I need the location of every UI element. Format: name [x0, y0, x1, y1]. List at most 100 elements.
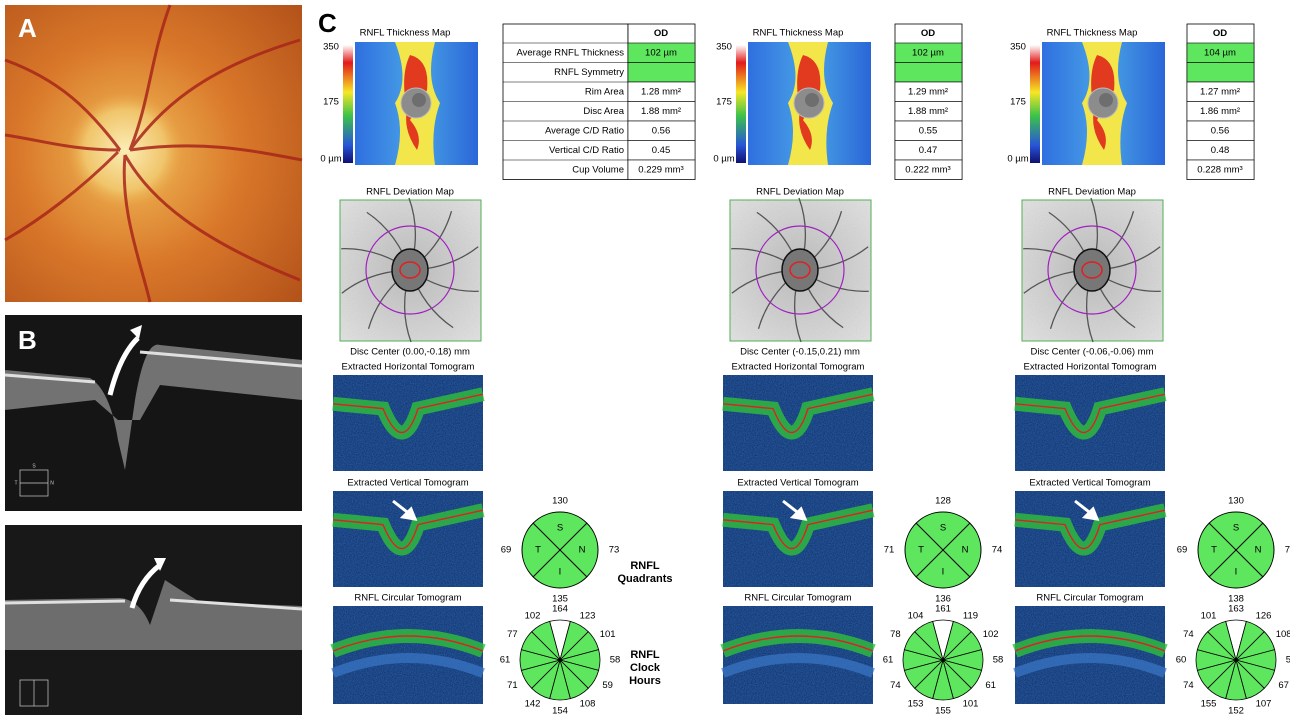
label: 0 µm — [713, 154, 734, 165]
label: S — [1233, 523, 1239, 534]
clock-value: 101 — [600, 629, 616, 640]
label: 0.222 mm³ — [905, 164, 950, 175]
clock-value: 101 — [963, 699, 979, 710]
clock-value: 155 — [935, 706, 951, 717]
quadrant-value: 130 — [552, 496, 568, 507]
scans: Average RNFL Thickness RNFL Symmetry Rim A… — [320, 24, 1290, 717]
quadrant-value: 73 — [609, 545, 620, 556]
clock-value: 58 — [1286, 655, 1290, 666]
label: Quadrants — [617, 573, 672, 585]
label: Extracted Horizontal Tomogram — [1024, 362, 1157, 373]
label: 0.45 — [652, 145, 671, 156]
label: 0 µm — [320, 154, 341, 165]
label: RNFL Symmetry — [554, 67, 624, 78]
label: T — [535, 545, 541, 556]
label: 175 — [323, 97, 339, 108]
clock-value: 152 — [1228, 706, 1244, 717]
value-cell — [895, 63, 962, 83]
label: T — [1211, 545, 1217, 556]
clock-value: 59 — [602, 680, 613, 691]
clock-value: 61 — [985, 680, 996, 691]
label: RNFL Circular Tomogram — [744, 593, 851, 604]
label: RNFL Deviation Map — [756, 187, 844, 198]
quadrant-value: 69 — [1177, 545, 1188, 556]
quadrant-value: 74 — [992, 545, 1003, 556]
clock-value: 102 — [525, 610, 541, 621]
quadrant-value: 69 — [501, 545, 512, 556]
label: I — [559, 567, 562, 578]
label: 0 µm — [1007, 154, 1028, 165]
disc-margin — [1074, 249, 1110, 291]
label: RNFL Thickness Map — [753, 28, 844, 39]
label: RNFL Deviation Map — [1048, 187, 1136, 198]
scale-bar — [736, 45, 746, 163]
label: OD — [654, 28, 668, 39]
label: RNFL Thickness Map — [1047, 28, 1138, 39]
label: Average C/D Ratio — [545, 125, 624, 136]
clock-value: 142 — [525, 699, 541, 710]
label: OD — [1213, 28, 1227, 39]
label: S — [940, 523, 946, 534]
label: Extracted Vertical Tomogram — [737, 478, 858, 489]
quadrant-value: 77 — [1285, 545, 1290, 556]
optic-cup — [805, 93, 819, 107]
label: 350 — [323, 42, 339, 53]
label: Disc Center (0.00,-0.18) mm — [350, 347, 470, 358]
label: 350 — [1010, 42, 1026, 53]
panel-label: A — [18, 13, 37, 43]
quadrant-value: 130 — [1228, 496, 1244, 507]
clock-value: 123 — [580, 610, 596, 621]
clock-value: 74 — [1183, 680, 1194, 691]
label: RNFL Deviation Map — [366, 187, 454, 198]
clock-value: 77 — [507, 629, 518, 640]
label: 350 — [716, 42, 732, 53]
label: OD — [921, 28, 935, 39]
quadrant-value: 71 — [884, 545, 895, 556]
clock-value: 71 — [507, 680, 518, 691]
label: 0.47 — [919, 145, 938, 156]
label: 175 — [716, 97, 732, 108]
clock-value: 58 — [993, 655, 1004, 666]
label: N — [579, 545, 586, 556]
label: T — [918, 545, 924, 556]
clock-value: 164 — [552, 604, 568, 615]
label: Disc Center (-0.15,0.21) mm — [740, 347, 860, 358]
label: Rim Area — [585, 86, 625, 97]
label: 102 µm — [912, 47, 944, 58]
label: 0.56 — [1211, 125, 1230, 136]
clock-value: 163 — [1228, 604, 1244, 615]
clock-value: 58 — [610, 655, 621, 666]
label: 175 — [1010, 97, 1026, 108]
label: Average RNFL Thickness — [516, 47, 624, 58]
clock-value: 60 — [1176, 655, 1187, 666]
label: 1.88 mm² — [908, 106, 948, 117]
disc-margin — [392, 249, 428, 291]
value-cell — [1187, 63, 1254, 83]
label: 0.48 — [1211, 145, 1230, 156]
clock-value: 161 — [935, 604, 951, 615]
label: I — [942, 567, 945, 578]
label: Extracted Vertical Tomogram — [1029, 478, 1150, 489]
label: 0.55 — [919, 125, 938, 136]
label: RNFL — [630, 649, 660, 661]
label: Extracted Vertical Tomogram — [347, 478, 468, 489]
fundus-photo: A — [5, 5, 302, 302]
clock-value: 126 — [1256, 610, 1272, 621]
label: RNFL — [630, 560, 660, 572]
clock-value: 102 — [983, 629, 999, 640]
label: S — [557, 523, 563, 534]
value-cell — [628, 63, 695, 83]
clock-value: 107 — [1256, 699, 1272, 710]
label: 1.28 mm² — [641, 86, 681, 97]
label: 104 µm — [1204, 47, 1236, 58]
label: RNFL Circular Tomogram — [354, 593, 461, 604]
label: RNFL Circular Tomogram — [1036, 593, 1143, 604]
label: N — [1255, 545, 1262, 556]
clock-value: 154 — [552, 706, 568, 717]
clock-value: 74 — [1183, 629, 1194, 640]
inset-label: T — [14, 480, 17, 486]
label: 1.29 mm² — [908, 86, 948, 97]
clock-value: 78 — [890, 629, 901, 640]
optic-cup — [412, 93, 426, 107]
label: 1.27 mm² — [1200, 86, 1240, 97]
